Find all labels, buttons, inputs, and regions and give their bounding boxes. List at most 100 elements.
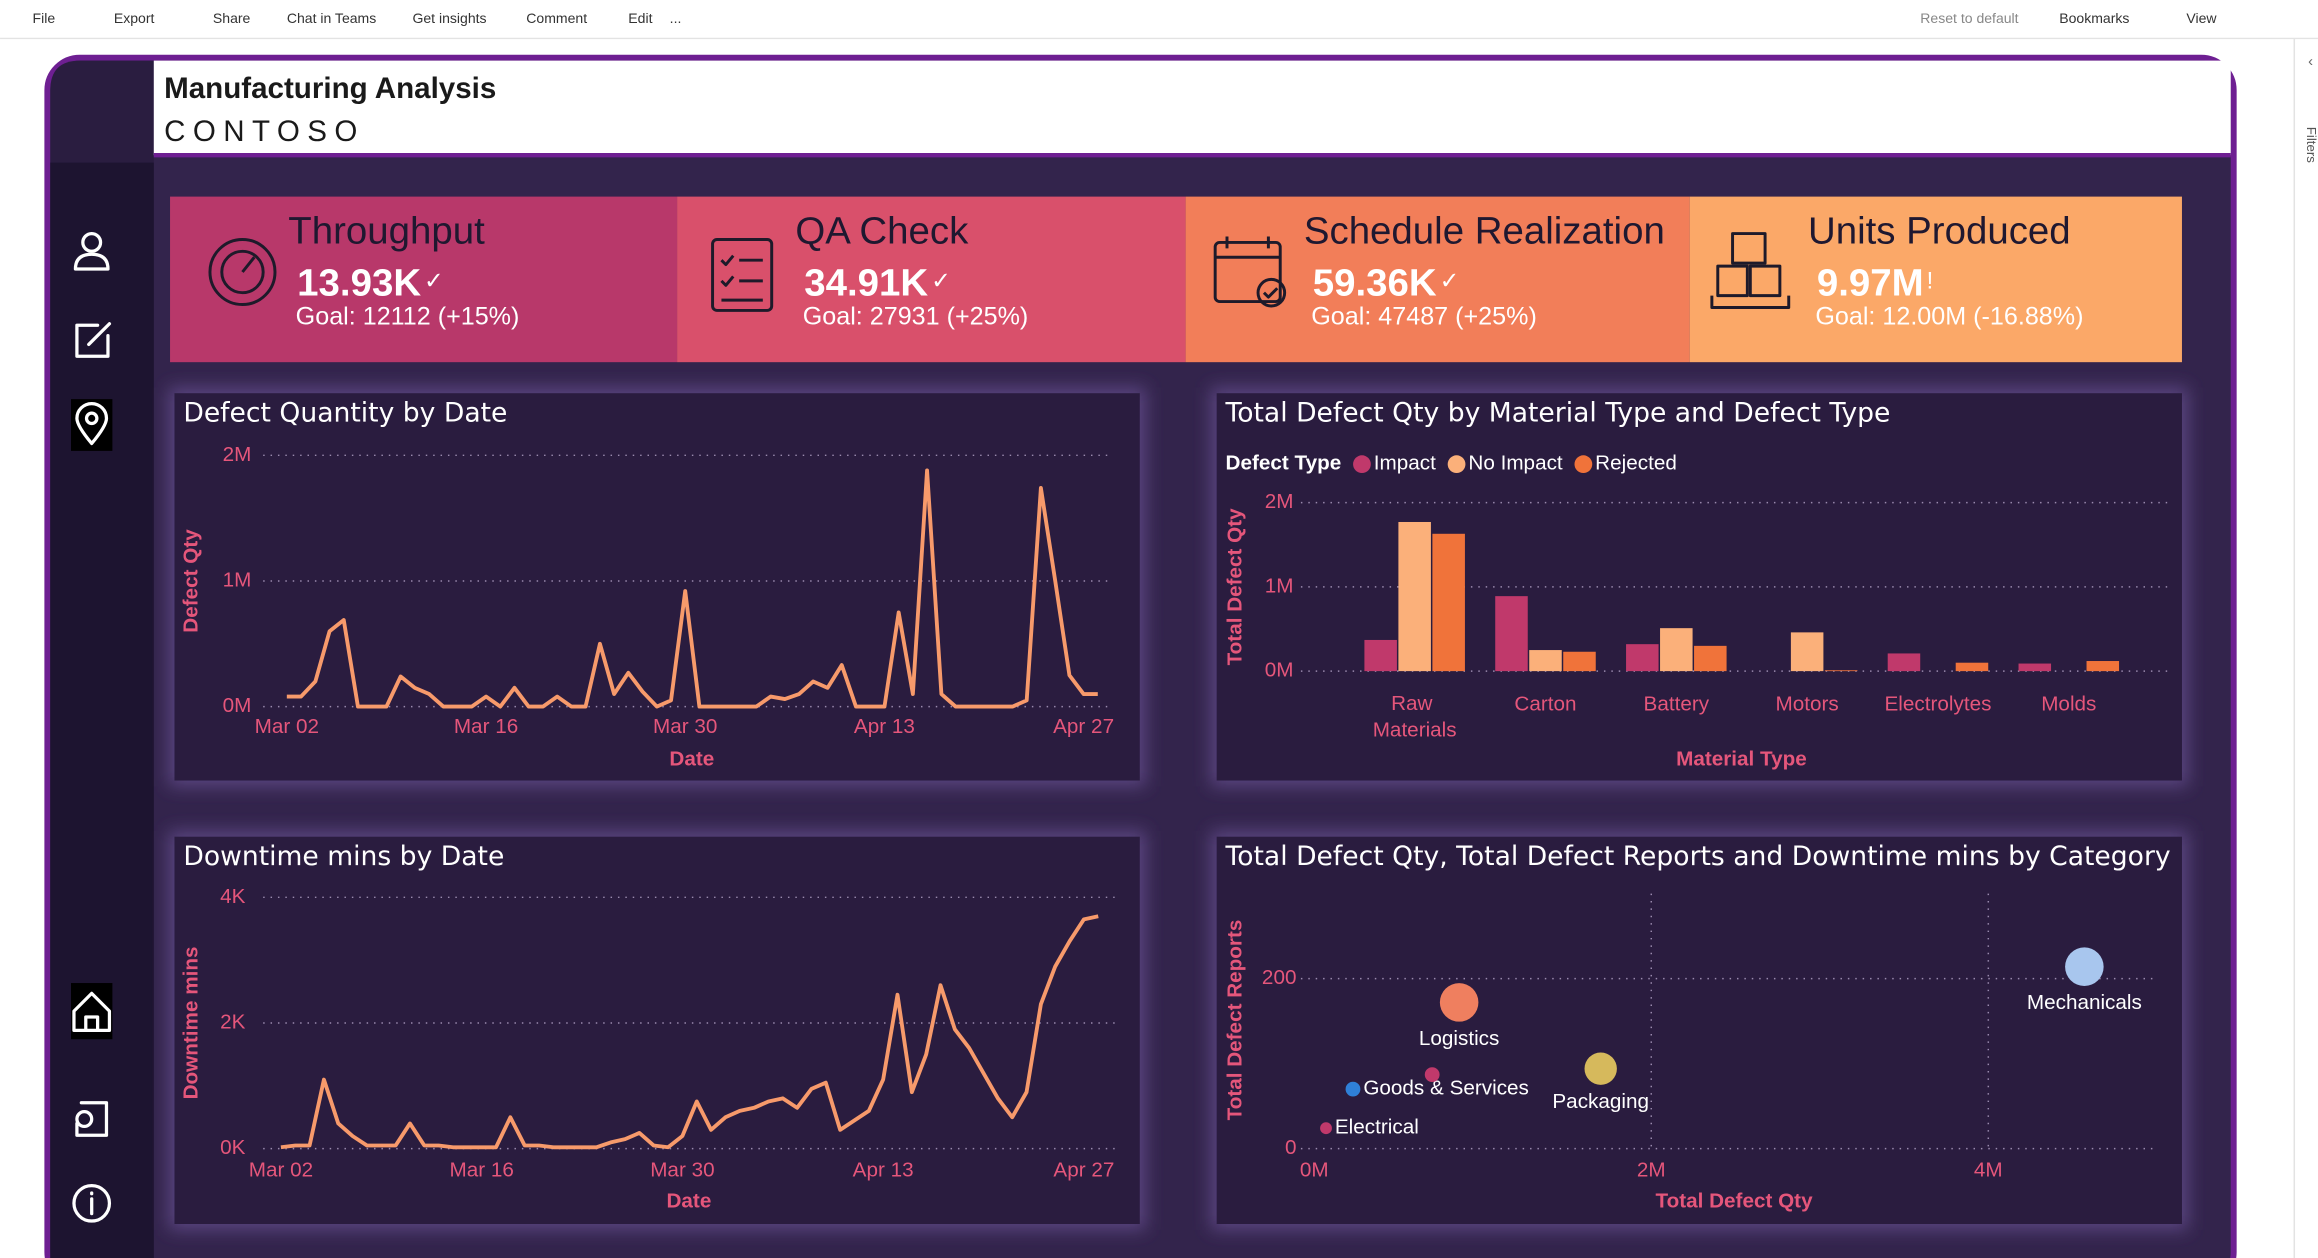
panel-background	[1216, 836, 2182, 1224]
panel-background	[174, 836, 1140, 1224]
legend-label: Impact	[1374, 452, 1436, 475]
x-tick-label: Mar 02	[255, 715, 319, 738]
bar	[1955, 662, 1989, 672]
y-axis-title: Total Defect Qty	[1223, 508, 1246, 666]
y-axis-title: Total Defect Reports	[1223, 920, 1246, 1121]
bubble	[1424, 1067, 1440, 1083]
bar	[1563, 651, 1596, 672]
toolbar-button[interactable]: View	[2186, 10, 2217, 26]
kpi-icon-calendar	[1213, 236, 1287, 308]
legend-marker	[1447, 455, 1466, 474]
x-axis-title: Date	[666, 1189, 711, 1212]
toolbar-button[interactable]: Chat in Teams	[287, 10, 376, 26]
kpi-goal: Goal: 27931 (+25%)	[803, 302, 1029, 330]
y-tick-label: 2M	[223, 443, 252, 466]
x-tick-label: Motors	[1776, 693, 1839, 716]
toolbar-button[interactable]: Export	[114, 10, 155, 26]
kpi-status: ✓	[424, 269, 444, 295]
x-tick-label: Apr 13	[854, 715, 915, 738]
chart-panel: Defect Quantity by Date Defect Qty Date 0M 1…	[168, 387, 1146, 787]
toolbar-button[interactable]: Get insights	[412, 10, 486, 26]
nav-report[interactable]	[75, 1101, 109, 1137]
toolbar-button[interactable]: ...	[670, 10, 682, 26]
filters-label[interactable]: Filters	[2304, 127, 2318, 164]
nav-location[interactable]	[75, 402, 109, 446]
kpi-name: Units Produced	[1808, 210, 2071, 253]
kpi-value: 9.97M	[1817, 261, 1924, 304]
nav-info[interactable]	[72, 1183, 112, 1223]
y-tick-label: 2K	[220, 1010, 246, 1033]
chart-title: Defect Quantity by Date	[183, 397, 507, 428]
data-label: Packaging	[1552, 1090, 1649, 1113]
nav-edit[interactable]	[75, 322, 112, 358]
y-tick-label: 1M	[223, 568, 252, 591]
x-tick-label: 4M	[1974, 1158, 2003, 1181]
kpi-name: QA Check	[795, 210, 969, 253]
toolbar	[0, 0, 2318, 39]
x-tick-label: Mar 02	[249, 1158, 313, 1181]
kpi-icon-gauge	[208, 238, 277, 306]
toolbar-button[interactable]: File	[33, 10, 56, 26]
kpi-background	[1689, 196, 2182, 363]
toolbar-button[interactable]: Edit	[628, 10, 652, 26]
kpi-icon-boxes	[1710, 232, 1791, 309]
chart-title: Total Defect Qty, Total Defect Reports a…	[1225, 841, 2171, 872]
kpi-card: Schedule Realization 59.36K ✓ Goal: 47487 (…	[1185, 196, 1690, 363]
header-box	[153, 60, 2231, 156]
toolbar-button[interactable]: Bookmarks	[2059, 10, 2129, 26]
x-tick-label: Apr 13	[853, 1158, 914, 1181]
x-axis-title: Date	[669, 747, 714, 770]
x-tick-label: Apr 27	[1053, 715, 1114, 738]
bar	[1824, 670, 1858, 672]
report-subtitle: CONTOSO	[164, 115, 365, 148]
bar	[2018, 663, 2052, 672]
panel-background	[174, 393, 1140, 781]
chart-panel: Downtime mins by Date Downtime mins Date 0K…	[168, 830, 1146, 1230]
chart-title: Total Defect Qty by Material Type and De…	[1225, 397, 1891, 428]
bar	[1495, 596, 1528, 672]
kpi-card: Throughput 13.93K ✓ Goal: 12112 (+15%)	[170, 196, 678, 363]
nav-user[interactable]	[73, 231, 110, 271]
kpi-value: 34.91K	[804, 261, 928, 304]
y-axis-title: Downtime mins	[180, 947, 203, 1100]
chart-panel: Total Defect Qty by Material Type and De…	[1210, 387, 2188, 787]
kpi-name: Schedule Realization	[1304, 210, 1665, 253]
toolbar-button[interactable]: Share	[213, 10, 251, 26]
legend-marker	[1353, 455, 1371, 474]
x-tick-label: Electrolytes	[1885, 693, 1992, 716]
toolbar-items: File Export Share Chat in Teams Get insights…	[33, 10, 2218, 26]
nav-home[interactable]	[72, 991, 112, 1032]
x-tick-label: Apr 27	[1053, 1158, 1114, 1181]
x-tick-label: Mar 30	[650, 1158, 714, 1181]
bar	[1626, 644, 1659, 672]
bubble	[2065, 947, 2104, 986]
legend-title: Defect Type	[1226, 452, 1342, 475]
legend-label: Rejected	[1595, 452, 1677, 475]
line-series	[286, 468, 1098, 709]
legend-label: No Impact	[1468, 452, 1563, 475]
data-label: Mechanicals	[2027, 991, 2142, 1014]
legend-marker	[1574, 455, 1593, 474]
y-tick-label: 0K	[220, 1136, 246, 1159]
x-tick-label: Carton	[1514, 693, 1576, 716]
toolbar-button[interactable]: Comment	[526, 10, 587, 26]
y-tick-label: 4K	[220, 885, 246, 908]
bar	[1529, 650, 1562, 672]
bubble	[1345, 1081, 1361, 1097]
bar	[1694, 645, 1727, 672]
report-title: Manufacturing Analysis	[164, 72, 496, 105]
panel-background	[1216, 393, 2182, 781]
bar	[1790, 632, 1824, 672]
kpi-status: ✓	[1440, 269, 1460, 295]
kpi-goal: Goal: 12.00M (-16.88%)	[1815, 302, 2083, 330]
kpi-status: !	[1927, 269, 1934, 295]
toolbar-button[interactable]: Reset to default	[1920, 10, 2018, 26]
x-tick-label: Battery	[1644, 693, 1710, 716]
bar	[1364, 639, 1397, 672]
filter-collapse[interactable]: ‹	[2308, 54, 2313, 70]
kpi-goal: Goal: 47487 (+25%)	[1311, 302, 1537, 330]
y-tick-label: 200	[1262, 966, 1297, 989]
x-tick-label: Mar 16	[449, 1158, 513, 1181]
data-label: Goods & Services	[1363, 1077, 1529, 1100]
bar	[1660, 628, 1693, 672]
